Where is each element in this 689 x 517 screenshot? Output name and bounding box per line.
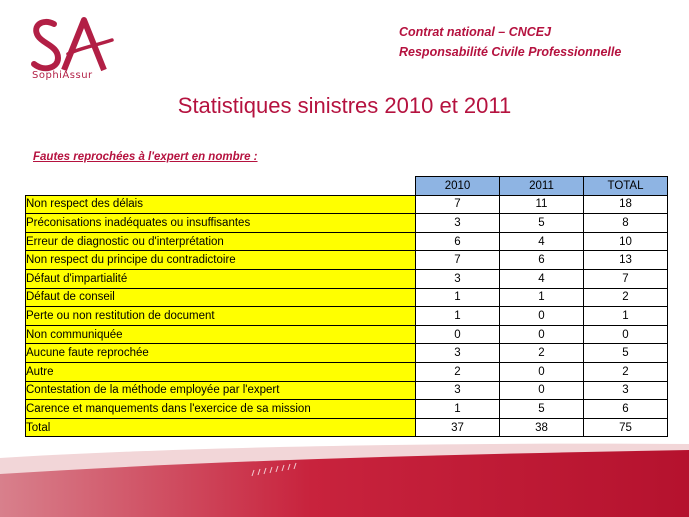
table-row: Aucune faute reprochée 3 2 5	[25, 343, 668, 363]
table-row: Autre 2 0 2	[25, 361, 668, 382]
row-value-2010: 1	[415, 287, 500, 308]
row-label: Autre	[25, 361, 416, 382]
table-row: Défaut d'impartialité 3 4 7	[25, 268, 668, 289]
table-row: Perte ou non restitution de document 1 0 1	[25, 306, 668, 326]
row-value-2011: 1	[499, 287, 584, 308]
row-value-total: 10	[583, 231, 668, 252]
row-label: Non communiquée	[25, 324, 416, 345]
row-label: Défaut de conseil	[25, 287, 416, 308]
table-row: Non respect des délais 7 11 18	[25, 194, 668, 215]
table-row: Défaut de conseil 1 1 2	[25, 287, 668, 308]
row-value-2010: 3	[415, 213, 500, 233]
table-row: Total 37 38 75	[25, 417, 668, 438]
footer-wave-decoration	[0, 443, 689, 517]
column-header-2010: 2010	[415, 176, 500, 196]
table-row: Erreur de diagnostic ou d'interprétation…	[25, 231, 668, 252]
row-value-total: 8	[583, 213, 668, 233]
table-row: Contestation de la méthode employée par …	[25, 380, 668, 401]
row-value-2010: 37	[415, 417, 500, 438]
row-value-2010: 1	[415, 399, 500, 419]
table-row: Non communiquée 0 0 0	[25, 324, 668, 345]
row-value-2010: 7	[415, 250, 500, 270]
row-value-2010: 6	[415, 231, 500, 252]
column-header-total: TOTAL	[583, 176, 668, 196]
row-value-total: 2	[583, 287, 668, 308]
row-value-2010: 3	[415, 268, 500, 289]
row-value-total: 0	[583, 324, 668, 345]
table-row: Préconisations inadéquates ou insuffisan…	[25, 213, 668, 233]
page-title: Statistiques sinistres 2010 et 2011	[177, 93, 512, 118]
row-label: Perte ou non restitution de document	[25, 306, 416, 326]
row-label: Carence et manquements dans l'exercice d…	[25, 399, 416, 419]
row-value-2010: 3	[415, 343, 500, 363]
row-label: Non respect du principe du contradictoir…	[25, 250, 416, 270]
contract-info: Contrat national – CNCEJ Responsabilité …	[399, 22, 621, 62]
row-value-2010: 3	[415, 380, 500, 401]
contract-subtitle: Responsabilité Civile Professionnelle	[399, 45, 622, 59]
row-value-2011: 5	[499, 399, 584, 419]
claims-table: 2010 2011 TOTAL Non respect des délais 7 1…	[25, 176, 668, 438]
logo-wordmark: SophiAssur	[32, 70, 93, 81]
row-value-total: 2	[583, 361, 668, 382]
header-corner	[25, 176, 416, 196]
row-value-2011: 6	[499, 250, 584, 270]
row-label: Erreur de diagnostic ou d'interprétation	[25, 231, 416, 252]
row-value-total: 18	[583, 194, 668, 215]
row-value-total: 1	[583, 306, 668, 326]
table-row: Non respect du principe du contradictoir…	[25, 250, 668, 270]
row-value-2010: 0	[415, 324, 500, 345]
row-value-2011: 11	[499, 194, 584, 215]
section-heading: Fautes reprochées à l'expert en nombre :	[33, 151, 258, 163]
row-value-2011: 0	[499, 324, 584, 345]
table-row: Carence et manquements dans l'exercice d…	[25, 399, 668, 419]
row-label: Non respect des délais	[25, 194, 416, 215]
row-value-total: 7	[583, 268, 668, 289]
row-value-2011: 4	[499, 268, 584, 289]
row-label: Préconisations inadéquates ou insuffisan…	[25, 213, 416, 233]
row-value-2010: 1	[415, 306, 500, 326]
row-value-2011: 5	[499, 213, 584, 233]
row-value-2011: 2	[499, 343, 584, 363]
table-header-row: 2010 2011 TOTAL	[25, 176, 668, 196]
row-value-2010: 2	[415, 361, 500, 382]
row-value-2011: 0	[499, 361, 584, 382]
row-value-2011: 4	[499, 231, 584, 252]
column-header-2011: 2011	[499, 176, 584, 196]
sophiassur-logo	[31, 17, 114, 72]
row-value-2011: 0	[499, 380, 584, 401]
row-value-2011: 38	[499, 417, 584, 438]
row-value-total: 13	[583, 250, 668, 270]
row-value-total: 5	[583, 343, 668, 363]
contract-name: Contrat national – CNCEJ	[399, 25, 552, 39]
row-label: Défaut d'impartialité	[25, 268, 416, 289]
row-value-total: 3	[583, 380, 668, 401]
row-value-2010: 7	[415, 194, 500, 215]
row-value-total: 75	[583, 417, 668, 438]
row-value-2011: 0	[499, 306, 584, 326]
row-value-total: 6	[583, 399, 668, 419]
row-label: Contestation de la méthode employée par …	[25, 380, 416, 401]
row-label: Aucune faute reprochée	[25, 343, 416, 363]
row-label: Total	[25, 417, 416, 438]
